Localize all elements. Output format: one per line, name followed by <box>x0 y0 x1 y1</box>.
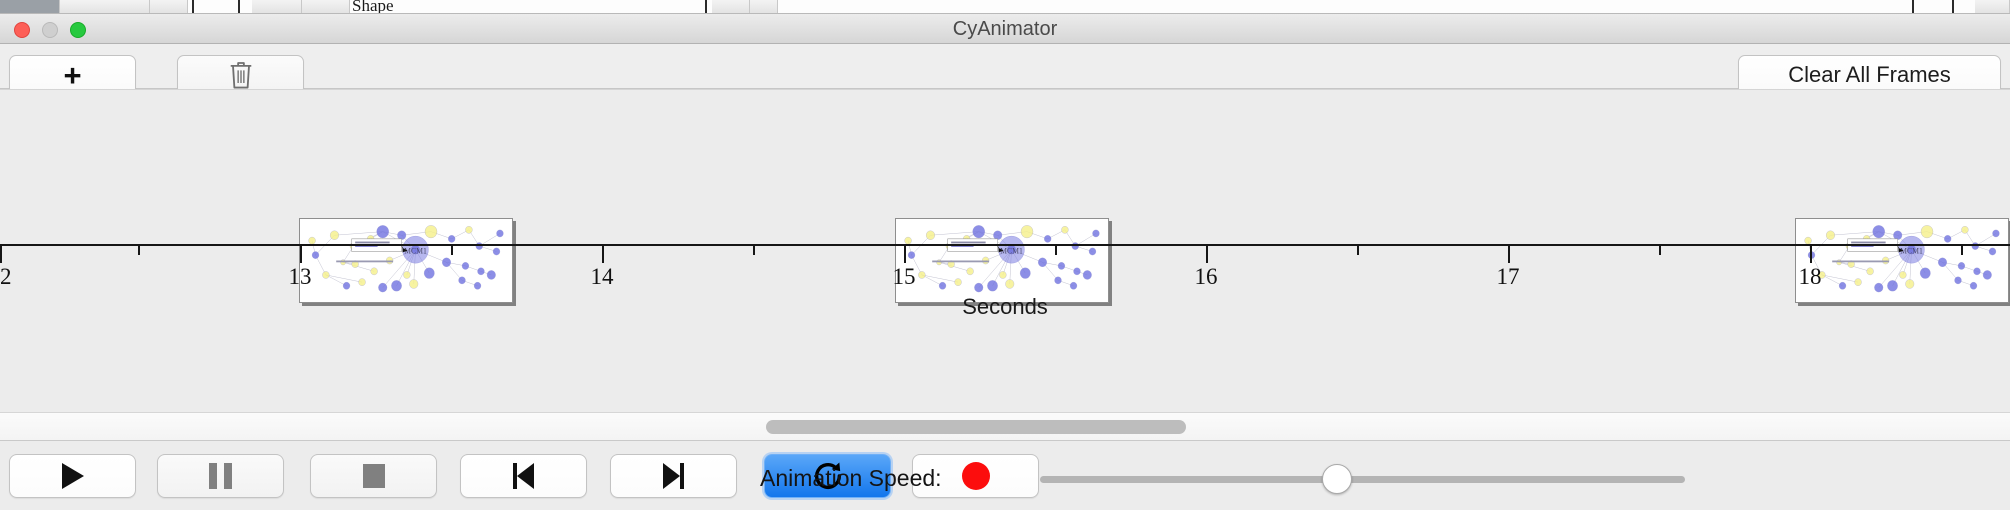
loop-button[interactable] <box>764 454 891 498</box>
slider-thumb[interactable] <box>1321 464 1352 494</box>
axis-tick-major <box>0 246 2 263</box>
slider-track <box>1040 476 1685 483</box>
stop-button[interactable] <box>310 454 437 498</box>
axis-title: Seconds <box>962 294 1048 319</box>
zoom-button[interactable] <box>70 22 86 38</box>
loop-icon <box>814 462 841 489</box>
animation-speed-label: Animation Speed: <box>760 465 942 491</box>
frame-thumbnail-2[interactable]: MCM1 <box>895 218 1109 303</box>
play-icon <box>61 463 84 489</box>
svg-text:MCM1: MCM1 <box>1900 246 1923 255</box>
timeline-top-divider <box>0 89 2010 90</box>
title-bar: CyAnimator <box>0 14 2010 44</box>
clear-all-frames-button[interactable]: Clear All Frames <box>1738 55 2001 95</box>
timeline-scrollbar-thumb[interactable] <box>766 420 1186 434</box>
axis-tick-major <box>1508 246 1510 263</box>
axis-tick-label: 12 <box>0 264 12 289</box>
plus-icon: + <box>63 57 82 93</box>
close-button[interactable] <box>14 22 30 38</box>
svg-text:MCM1: MCM1 <box>404 246 427 255</box>
axis-tick-major <box>1810 246 1812 263</box>
timeline-scrollbar[interactable] <box>0 412 2010 440</box>
axis-tick-label: 15 <box>892 264 916 289</box>
bg-tick-4 <box>1912 0 1914 13</box>
play-button[interactable] <box>9 454 136 498</box>
bg-window-label: Shape <box>352 0 394 14</box>
axis-tick-minor <box>451 246 453 255</box>
playback-bar: Animation Speed: <box>0 440 2010 510</box>
axis-tick-label: 16 <box>1194 264 1218 289</box>
skip-to-start-button[interactable] <box>460 454 587 498</box>
axis-tick-label: 14 <box>590 264 614 289</box>
axis-tick-minor <box>1961 246 1963 255</box>
clear-all-frames-label: Clear All Frames <box>1788 62 1951 87</box>
bg-tab-2 <box>60 0 150 13</box>
frame-thumbnail-1[interactable]: MCM1 <box>299 218 513 303</box>
bg-tab-1 <box>0 0 60 13</box>
pause-button[interactable] <box>157 454 284 498</box>
skip-back-icon <box>513 463 534 489</box>
skip-to-end-button[interactable] <box>610 454 737 498</box>
axis-tick-minor <box>138 246 140 255</box>
bg-tick-1 <box>192 0 194 13</box>
axis-tick-minor <box>1357 246 1359 255</box>
animation-speed-slider[interactable] <box>1040 464 1685 494</box>
svg-text:MCM1: MCM1 <box>1000 246 1023 255</box>
record-icon <box>961 462 990 490</box>
bg-tab-4 <box>252 0 302 13</box>
timeline-axis-line <box>0 244 2010 246</box>
frame-thumbnail-3[interactable]: MCM1 <box>1795 218 2009 303</box>
axis-tick-label: 13 <box>288 264 312 289</box>
timeline-panel[interactable]: MCM1 MCM1 MCM1 12 13 14 15 16 17 18 Seconds <box>0 89 2010 412</box>
bg-tick-2 <box>238 0 240 13</box>
toolbar: + Clear All Frames <box>0 44 2010 95</box>
axis-tick-minor <box>753 246 755 255</box>
bg-tab-3 <box>150 0 188 13</box>
bg-tab-8 <box>1975 0 2010 13</box>
axis-tick-major <box>300 246 302 263</box>
pause-icon <box>209 463 232 489</box>
skip-forward-icon <box>663 463 684 489</box>
axis-tick-major <box>1206 246 1208 263</box>
axis-tick-label: 17 <box>1496 264 1520 289</box>
bg-tab-5 <box>302 0 350 13</box>
trash-icon <box>230 62 251 89</box>
stop-icon <box>362 464 385 488</box>
record-button[interactable] <box>912 454 1039 498</box>
bg-tick-3 <box>705 0 707 13</box>
background-window-strip: Shape <box>0 0 2010 14</box>
bg-tab-6 <box>712 0 750 13</box>
axis-tick-label: 18 <box>1798 264 1822 289</box>
axis-tick-minor <box>1659 246 1661 255</box>
bg-tab-7 <box>750 0 778 13</box>
page-title: CyAnimator <box>952 18 1058 40</box>
delete-frame-button[interactable] <box>177 55 304 95</box>
axis-tick-minor <box>1055 246 1057 255</box>
axis-tick-major <box>904 246 906 263</box>
bg-tick-5 <box>1952 0 1954 13</box>
minimize-button[interactable] <box>42 22 58 38</box>
axis-tick-major <box>602 246 604 263</box>
traffic-lights <box>14 22 86 38</box>
